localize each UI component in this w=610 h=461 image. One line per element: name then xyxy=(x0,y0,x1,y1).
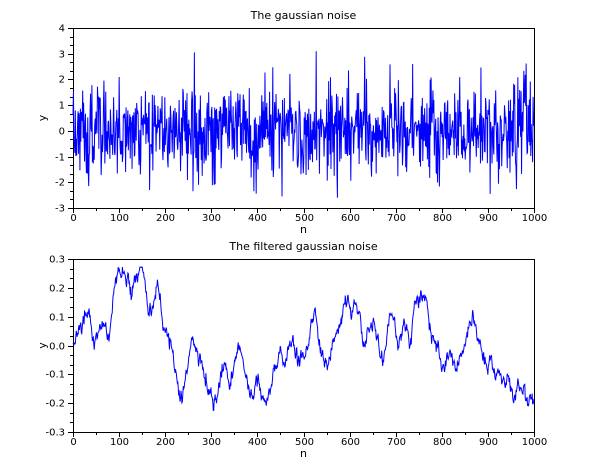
y-axis-label: y xyxy=(36,342,49,349)
y-tick-label: -3 xyxy=(55,204,65,215)
x-tick-label: 1000 xyxy=(522,437,547,448)
x-tick-label: 800 xyxy=(433,213,452,224)
x-tick-label: 600 xyxy=(341,437,360,448)
y-tick-label: -0.2 xyxy=(45,399,65,410)
y-tick-label: 3 xyxy=(59,50,65,61)
chart-title: The filtered gaussian noise xyxy=(228,240,377,253)
x-tick-label: 1000 xyxy=(522,213,547,224)
y-tick-label: -0.3 xyxy=(45,428,65,439)
y-tick-label: 0 xyxy=(59,127,65,138)
x-tick-label: 900 xyxy=(479,437,498,448)
x-tick-label: 500 xyxy=(295,213,314,224)
chart-1: 0 100 200 300 400 500 600 700 800 900 1000 4 3 2 1 0 -1 -… xyxy=(36,9,547,236)
x-tick-label: 300 xyxy=(202,437,221,448)
x-tick-label: 0 xyxy=(70,437,76,448)
x-tick-label: 300 xyxy=(202,213,221,224)
y-tick-label: 1 xyxy=(59,101,65,112)
x-axis-label: n xyxy=(300,223,307,236)
y-tick-label: 0.2 xyxy=(49,284,65,295)
y-tick-label: -1 xyxy=(55,153,65,164)
x-tick-label: 600 xyxy=(341,213,360,224)
x-axis-label: n xyxy=(300,447,307,460)
x-tick-label: 100 xyxy=(110,213,129,224)
y-axis-label: y xyxy=(36,114,49,121)
x-tick-label: 700 xyxy=(387,437,406,448)
y-tick-label: -2 xyxy=(55,178,65,189)
y-tick-label: 2 xyxy=(59,75,65,86)
x-tick-label: 200 xyxy=(156,213,175,224)
y-tick-label: -0.1 xyxy=(45,370,65,381)
y-tick-label: 0.0 xyxy=(49,342,65,353)
x-tick-label: 200 xyxy=(156,437,175,448)
chart-2: 0 100 200 300 400 500 600 700 800 900 1000 0.3 0.2 0.… xyxy=(36,240,547,460)
x-tick-label: 400 xyxy=(248,437,267,448)
x-tick-label: 0 xyxy=(70,213,76,224)
y-tick-label: 0.1 xyxy=(49,313,65,324)
chart-title: The gaussian noise xyxy=(250,9,357,22)
x-tick-label: 400 xyxy=(248,213,267,224)
x-tick-label: 700 xyxy=(387,213,406,224)
y-tick-label: 4 xyxy=(59,24,65,35)
x-tick-label: 800 xyxy=(433,437,452,448)
x-tick-label: 500 xyxy=(295,437,314,448)
y-tick-label: 0.3 xyxy=(49,255,65,266)
filtered-noise-line xyxy=(72,266,535,411)
x-tick-label: 100 xyxy=(110,437,129,448)
gaussian-noise-line xyxy=(72,51,535,198)
x-tick-label: 900 xyxy=(479,213,498,224)
